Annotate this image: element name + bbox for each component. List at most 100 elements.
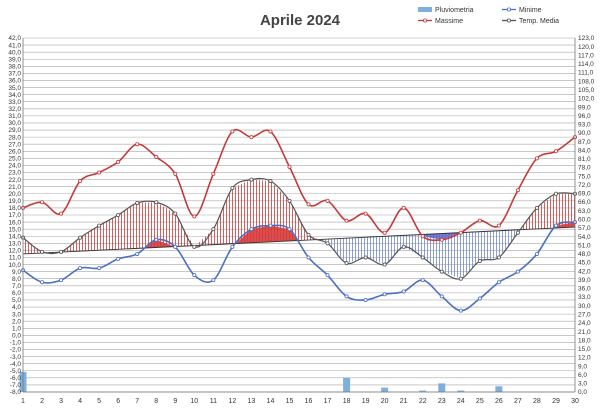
y-left-tick-label: 9,0	[12, 269, 21, 276]
y-right-tick-label: 84,0	[578, 147, 591, 154]
y-right-tick-label: 120,0	[578, 44, 595, 51]
y-left-tick-label: 24,0	[8, 163, 21, 170]
y-right-tick-label: 30,0	[578, 303, 591, 310]
y-right-tick-label: 18,0	[578, 337, 591, 344]
massime-point	[78, 179, 83, 184]
y-right-tick-label: 12,0	[578, 355, 591, 362]
x-tick-label: 24	[457, 398, 465, 405]
chart-title: Aprile 2024	[260, 12, 341, 29]
y-left-tick-label: 40,0	[8, 49, 21, 56]
temp-media-point	[287, 198, 292, 203]
x-tick-label: 26	[495, 398, 503, 405]
massime-point	[97, 170, 102, 175]
minime-point	[211, 278, 216, 283]
y-right-tick-label: 27,0	[578, 311, 591, 318]
y-right-tick-label: 57,0	[578, 225, 591, 232]
temp-media-point	[553, 191, 558, 196]
x-tick-label: 22	[419, 398, 427, 405]
y-left-tick-label: 1,0	[12, 325, 21, 332]
x-tick-label: 30	[571, 398, 579, 405]
precipitation-bar	[381, 387, 389, 392]
y-right-tick-label: 21,0	[578, 329, 591, 336]
legend-swatch-marker	[506, 18, 511, 23]
y-right-tick-label: 42,0	[578, 268, 591, 275]
y-left-tick-label: 8,0	[12, 276, 21, 283]
y-right-tick-label: 93,0	[578, 122, 591, 129]
y-right-tick-label: 108,0	[578, 78, 595, 85]
x-tick-label: 21	[400, 398, 408, 405]
y-left-tick-label: -1,0	[10, 340, 22, 347]
y-right-tick-label: 99,0	[578, 104, 591, 111]
temp-media-point	[496, 255, 501, 260]
minime-point	[458, 308, 463, 313]
y-left-tick-label: 34,0	[8, 92, 21, 99]
axes: 42,041,040,039,038,037,036,035,034,033,0…	[8, 35, 594, 405]
minime-point	[59, 278, 64, 283]
y-right-tick-label: 60,0	[578, 217, 591, 224]
y-left-tick-label: 20,0	[8, 191, 21, 198]
y-left-tick-label: 18,0	[8, 205, 21, 212]
y-right-tick-label: 75,0	[578, 173, 591, 180]
y-left-tick-label: 36,0	[8, 78, 21, 85]
minime-point	[439, 294, 444, 299]
legend-swatch-bar	[418, 7, 432, 12]
y-right-tick-label: 111,0	[578, 70, 594, 77]
temp-media-point	[458, 276, 463, 281]
massime-point	[192, 214, 197, 219]
massime-point	[458, 230, 463, 235]
x-tick-label: 28	[533, 398, 541, 405]
x-tick-label: 14	[267, 398, 275, 405]
minima-above-normal-area	[145, 222, 575, 248]
y-left-tick-label: -5,0	[10, 368, 22, 375]
y-left-tick-label: 6,0	[12, 290, 21, 297]
massime-point	[325, 198, 330, 203]
y-left-tick-label: 32,0	[8, 106, 21, 113]
y-right-tick-label: 54,0	[578, 234, 591, 241]
precipitation-bar	[438, 383, 446, 392]
massime-point	[287, 164, 292, 169]
y-right-tick-label: 33,0	[578, 294, 591, 301]
y-right-tick-label: 66,0	[578, 199, 591, 206]
y-left-tick-label: -3,0	[10, 354, 22, 361]
y-right-tick-label: 63,0	[578, 208, 591, 215]
x-tick-label: 23	[438, 398, 446, 405]
y-left-tick-label: 10,0	[8, 262, 21, 269]
y-left-tick-label: 31,0	[8, 113, 21, 120]
y-left-tick-label: 19,0	[8, 198, 21, 205]
y-left-tick-label: -2,0	[10, 347, 22, 354]
minime-point	[173, 244, 178, 249]
minime-point	[534, 251, 539, 256]
y-left-tick-label: 25,0	[8, 156, 21, 163]
y-left-tick-label: 4,0	[12, 304, 21, 311]
y-left-tick-label: 39,0	[8, 56, 21, 63]
y-left-tick-label: 13,0	[8, 241, 21, 248]
temp-media-point	[173, 211, 178, 216]
minime-point	[135, 251, 140, 256]
y-left-tick-label: 27,0	[8, 141, 21, 148]
massime-point	[135, 142, 140, 147]
y-left-tick-label: 42,0	[8, 35, 21, 42]
y-right-tick-label: 3,0	[578, 381, 587, 388]
y-left-tick-label: 14,0	[8, 233, 21, 240]
legend-swatch-marker	[422, 18, 427, 23]
temp-media-point	[97, 223, 102, 228]
massime-point	[249, 135, 254, 140]
temp-media-point	[401, 244, 406, 249]
y-left-tick-label: 21,0	[8, 184, 21, 191]
precipitation-bar	[457, 390, 465, 392]
minime-point	[192, 273, 197, 278]
y-right-tick-label: 123,0	[578, 35, 595, 42]
minime-point	[268, 223, 273, 228]
legend: Pluviometria Minime Massime Temp. Media	[418, 7, 559, 25]
temp-media-point	[154, 200, 159, 205]
y-left-tick-label: 0,0	[12, 333, 21, 340]
temp-media-point	[382, 262, 387, 267]
y-right-tick-label: 90,0	[578, 130, 591, 137]
minime-point	[401, 289, 406, 294]
x-tick-label: 9	[173, 398, 177, 405]
temp-media-point	[477, 259, 482, 264]
minime-point	[249, 227, 254, 232]
massime-point	[344, 218, 349, 223]
precipitation-bars	[19, 371, 503, 392]
y-right-tick-label: 102,0	[578, 96, 595, 103]
